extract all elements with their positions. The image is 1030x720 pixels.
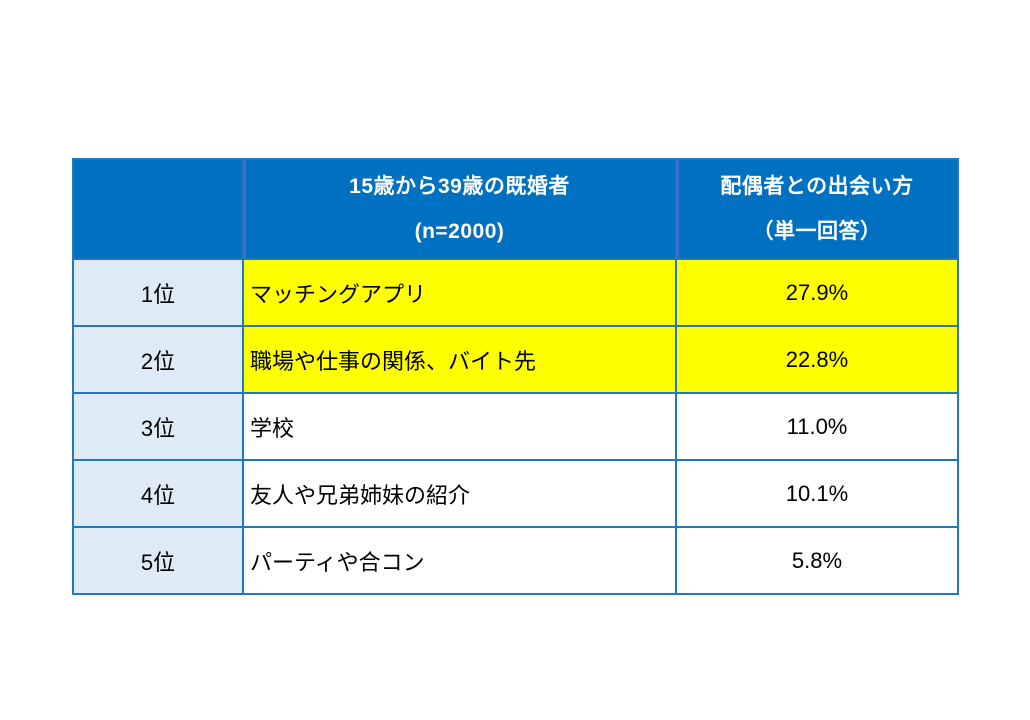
method-cell: パーティや合コン <box>242 526 677 595</box>
table-row-rank3: 3位 学校 11.0% <box>72 392 959 461</box>
survey-ranking-table: 15歳から39歳の既婚者 (n=2000) 配偶者との出会い方 （単一回答） 1… <box>72 158 959 595</box>
value-cell: 22.8% <box>675 325 959 394</box>
value-cell: 11.0% <box>675 392 959 461</box>
header-method-cell: 15歳から39歳の既婚者 (n=2000) <box>242 158 677 260</box>
rank-cell: 1位 <box>72 258 244 327</box>
method-cell: マッチングアプリ <box>242 258 677 327</box>
table-row-rank4: 4位 友人や兄弟姉妹の紹介 10.1% <box>72 459 959 528</box>
method-cell: 職場や仕事の関係、バイト先 <box>242 325 677 394</box>
table-row-rank5: 5位 パーティや合コン 5.8% <box>72 526 959 595</box>
header-method-line2: (n=2000) <box>414 220 505 243</box>
header-value-line1: 配偶者との出会い方 <box>720 175 914 198</box>
table-row-rank1: 1位 マッチングアプリ 27.9% <box>72 258 959 327</box>
table-header: 15歳から39歳の既婚者 (n=2000) 配偶者との出会い方 （単一回答） <box>72 158 959 260</box>
method-cell: 友人や兄弟姉妹の紹介 <box>242 459 677 528</box>
value-cell: 27.9% <box>675 258 959 327</box>
header-value-line2: （単一回答） <box>752 220 882 243</box>
table-row-rank2: 2位 職場や仕事の関係、バイト先 22.8% <box>72 325 959 394</box>
header-method-line1: 15歳から39歳の既婚者 <box>349 175 570 198</box>
value-cell: 5.8% <box>675 526 959 595</box>
table-body: 1位 マッチングアプリ 27.9% 2位 職場や仕事の関係、バイト先 22.8%… <box>72 258 959 595</box>
header-rank-cell <box>72 158 244 260</box>
rank-cell: 3位 <box>72 392 244 461</box>
rank-cell: 2位 <box>72 325 244 394</box>
value-cell: 10.1% <box>675 459 959 528</box>
survey-ranking-table-wrap: 15歳から39歳の既婚者 (n=2000) 配偶者との出会い方 （単一回答） 1… <box>72 158 959 595</box>
rank-cell: 5位 <box>72 526 244 595</box>
header-row: 15歳から39歳の既婚者 (n=2000) 配偶者との出会い方 （単一回答） <box>72 158 959 260</box>
rank-cell: 4位 <box>72 459 244 528</box>
method-cell: 学校 <box>242 392 677 461</box>
header-value-cell: 配偶者との出会い方 （単一回答） <box>675 158 959 260</box>
